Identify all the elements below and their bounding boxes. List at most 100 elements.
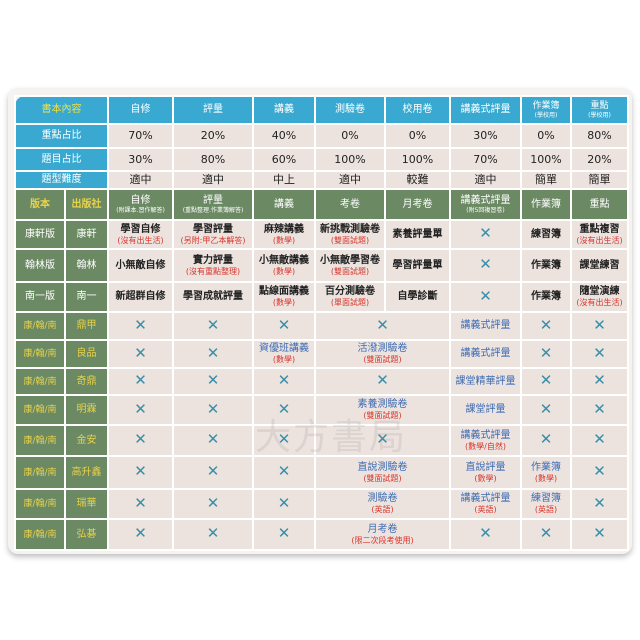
column-label: 校用卷	[402, 104, 433, 115]
product-cell: ✕	[172, 518, 254, 551]
table-row: 康/翰/南 弘碁 ✕ ✕ ✕ 月考卷 (限二次段考使用) ✕ ✕ ✕	[14, 518, 629, 551]
product-cell: 練習簿 (英語)	[520, 488, 572, 520]
publisher-cell: 良品	[64, 339, 109, 369]
x-icon: ✕	[539, 371, 553, 389]
column-label: 月考卷	[402, 198, 433, 210]
x-icon: ✕	[134, 343, 147, 362]
product-cell: 作業簿	[520, 281, 572, 313]
product-cell: ✕	[520, 367, 572, 396]
product-cell: 學習成就評量	[172, 281, 254, 313]
metric-label: 題目占比	[14, 147, 109, 172]
x-icon: ✕	[593, 430, 606, 448]
table-row: 康/翰/南 奇鼎 ✕ ✕ ✕ ✕ 課堂精華評量 ✕ ✕	[14, 367, 629, 396]
label: 版本	[30, 198, 50, 210]
metric-value: 0%	[314, 123, 386, 149]
product-name: 新超群自修	[115, 291, 166, 302]
product-cell: ✕	[172, 488, 254, 520]
product-note: (雙面試題)	[330, 266, 370, 276]
sub-header-3: 考卷	[314, 188, 386, 221]
product-name: 課堂精華評量	[455, 375, 516, 387]
metric-value: 適中	[449, 170, 522, 190]
product-cell: ✕	[107, 518, 174, 551]
x-icon: ✕	[593, 343, 606, 362]
product-name: 作業簿	[531, 291, 561, 302]
metric-row: 題目占比 30% 80% 60% 100% 100% 70% 100% 20%	[14, 147, 629, 172]
product-cell: 小無敵學習卷 (雙面試題)	[314, 248, 386, 283]
product-note: (數學)	[272, 266, 296, 276]
x-icon: ✕	[539, 430, 553, 448]
product-name: 課堂練習	[579, 259, 620, 271]
top-header-3: 測驗卷	[314, 95, 386, 125]
x-icon: ✕	[134, 524, 147, 542]
edition-cell: 康/翰/南	[14, 424, 66, 457]
metric-value: 60%	[252, 147, 316, 172]
metric-label-text: 題目占比	[41, 153, 82, 165]
product-name: 課堂評量	[465, 404, 506, 415]
column-label: 講義式評量	[460, 104, 511, 115]
publisher-cell: 奇鼎	[64, 367, 109, 396]
value: 適中	[474, 173, 497, 186]
edition-cell: 康/翰/南	[14, 367, 66, 396]
metric-value: 0%	[520, 123, 572, 149]
metric-value: 20%	[172, 123, 254, 149]
product-note: (限二次段考使用)	[351, 535, 414, 545]
metric-value: 簡單	[520, 170, 572, 190]
edition: 康/翰/南	[23, 405, 57, 415]
table-row: 康/翰/南 瑞華 ✕ ✕ ✕ 測驗卷 (英語) 講義式評量 (英語) 練習簿 (英語) ✕	[14, 488, 629, 520]
product-cell: ✕	[107, 424, 174, 457]
publisher: 康軒	[76, 228, 97, 240]
product-cell: 小無敵自修	[107, 248, 174, 283]
metric-label: 題型難度	[14, 170, 109, 190]
x-icon: ✕	[206, 493, 220, 512]
product-cell: ✕	[252, 518, 316, 551]
product-cell: ✕	[107, 367, 174, 396]
product-cell: 學習評量 (另附:甲乙本解答)	[172, 219, 254, 250]
product-note: (沒有出生活)	[576, 235, 623, 245]
x-icon: ✕	[134, 430, 147, 448]
metric-value: 0%	[384, 123, 451, 149]
product-cell: ✕	[252, 394, 316, 426]
column-label: 重點	[589, 198, 610, 210]
top-header-4: 校用卷	[384, 95, 451, 125]
value: 簡單	[588, 173, 611, 186]
publisher-cell: 康軒	[64, 219, 109, 250]
top-header-1: 評量	[172, 95, 254, 125]
edition: 康/翰/南	[23, 376, 57, 387]
column-label: 評量	[203, 104, 223, 115]
product-name: 練習簿	[531, 228, 561, 240]
product-cell: 素養評量單	[384, 219, 451, 250]
product-name: 隨堂演練	[579, 286, 620, 297]
metric-value: 80%	[570, 123, 629, 149]
metric-value: 30%	[107, 147, 174, 172]
product-cell: ✕	[570, 311, 629, 341]
publisher: 南一	[76, 291, 97, 302]
x-icon: ✕	[539, 343, 553, 362]
product-note: (單面試題)	[330, 298, 370, 307]
x-icon: ✕	[206, 524, 220, 542]
product-cell: ✕	[172, 394, 254, 426]
value: 80%	[200, 152, 226, 166]
edition-header: 版本	[14, 188, 66, 221]
metric-label-text: 重點占比	[41, 130, 82, 141]
product-name: 活潑測驗卷	[357, 343, 408, 354]
product-cell: ✕	[314, 311, 451, 341]
product-cell: ✕	[520, 339, 572, 369]
product-name: 實力評量	[193, 254, 233, 266]
top-header-6: 作業簿 (學校用)	[520, 95, 572, 125]
product-cell: 講義式評量	[449, 339, 522, 369]
product-cell: ✕	[570, 367, 629, 396]
product-note: (數學)	[272, 298, 296, 307]
product-cell: 練習簿	[520, 219, 572, 250]
x-icon: ✕	[376, 315, 389, 334]
product-note: (沒有出生活)	[576, 298, 623, 307]
product-cell: ✕	[449, 518, 522, 551]
edition-cell: 康/翰/南	[14, 518, 66, 551]
publisher-cell: 瑞華	[64, 488, 109, 520]
publisher-header: 出版社	[64, 188, 109, 221]
edition-cell: 翰林版	[14, 248, 66, 283]
product-name: 測驗卷	[367, 493, 398, 504]
value: 簡單	[535, 173, 557, 186]
publisher: 鼎甲	[76, 320, 97, 331]
product-cell: ✕	[252, 367, 316, 396]
metric-value: 適中	[314, 170, 386, 190]
